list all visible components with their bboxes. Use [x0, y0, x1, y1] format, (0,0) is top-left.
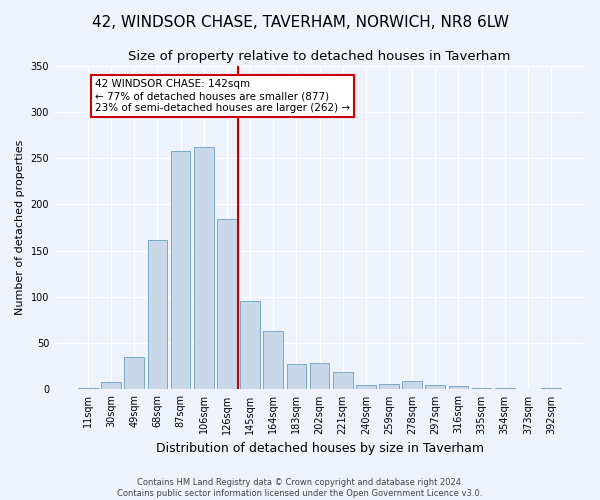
Bar: [101, 382, 121, 390]
Bar: [379, 384, 399, 390]
Bar: [402, 381, 422, 390]
Bar: [171, 150, 190, 390]
Bar: [333, 372, 353, 390]
Bar: [287, 364, 306, 390]
Bar: [356, 385, 376, 390]
Bar: [541, 388, 561, 390]
Bar: [217, 219, 237, 390]
Y-axis label: Number of detached properties: Number of detached properties: [15, 140, 25, 315]
Title: Size of property relative to detached houses in Taverham: Size of property relative to detached ho…: [128, 50, 511, 63]
Bar: [518, 388, 538, 390]
Bar: [425, 385, 445, 390]
Bar: [310, 362, 329, 390]
Bar: [148, 240, 167, 390]
Bar: [449, 386, 468, 390]
Text: 42, WINDSOR CHASE, TAVERHAM, NORWICH, NR8 6LW: 42, WINDSOR CHASE, TAVERHAM, NORWICH, NR…: [91, 15, 509, 30]
Bar: [194, 147, 214, 390]
X-axis label: Distribution of detached houses by size in Taverham: Distribution of detached houses by size …: [155, 442, 484, 455]
Bar: [263, 331, 283, 390]
Bar: [78, 388, 98, 390]
Text: Contains HM Land Registry data © Crown copyright and database right 2024.
Contai: Contains HM Land Registry data © Crown c…: [118, 478, 482, 498]
Bar: [495, 388, 515, 390]
Bar: [472, 388, 491, 390]
Text: 42 WINDSOR CHASE: 142sqm
← 77% of detached houses are smaller (877)
23% of semi-: 42 WINDSOR CHASE: 142sqm ← 77% of detach…: [95, 80, 350, 112]
Bar: [124, 357, 144, 390]
Bar: [240, 300, 260, 390]
